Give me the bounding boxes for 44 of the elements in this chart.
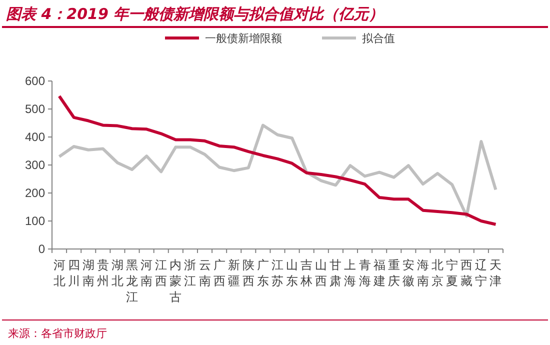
y-tick-label: 500 <box>24 102 46 116</box>
y-tick-label: 0 <box>38 242 46 256</box>
x-tick-label: 吉林 <box>300 258 313 288</box>
y-tick-label: 600 <box>24 74 46 88</box>
x-tick-label: 上海 <box>344 258 356 288</box>
x-tick-label: 山东 <box>286 258 298 288</box>
x-tick-label: 青海 <box>358 258 371 288</box>
x-tick-label: 浙江 <box>184 258 196 288</box>
line-series <box>58 94 498 226</box>
x-tick-label: 西藏 <box>460 258 473 288</box>
x-tick-label: 河北 <box>53 258 66 288</box>
x-tick-label: 云南 <box>198 258 211 288</box>
x-tick-label: 广东 <box>256 258 269 288</box>
x-tick-label: 贵州 <box>96 258 109 288</box>
y-tick-label: 200 <box>24 186 46 200</box>
x-tick-label: 新疆 <box>228 258 240 288</box>
x-tick-label: 海南 <box>416 258 429 288</box>
x-tick-label: 江苏 <box>272 258 284 288</box>
x-tick-label: 天津 <box>490 258 502 288</box>
source-note: 来源：各省市财政厅 <box>8 327 107 340</box>
chart-title: 图表 4：2019 年一般债新增限额与拟合值对比（亿元） <box>6 5 384 23</box>
x-tick-label: 黑龙江 <box>126 258 138 304</box>
x-tick-label: 甘肃 <box>330 258 342 288</box>
y-tick-label: 400 <box>24 130 46 144</box>
x-tick-label: 安徽 <box>402 258 414 288</box>
line-series <box>58 124 498 218</box>
legend-label: 一般债新增限额 <box>205 32 282 45</box>
x-tick-label: 湖北 <box>111 258 124 288</box>
x-tick-label: 湖南 <box>82 258 94 288</box>
x-tick-label: 宁夏 <box>446 258 458 288</box>
x-tick-label: 四川 <box>68 258 80 288</box>
legend-label: 拟合值 <box>362 32 395 45</box>
x-tick-label: 福建 <box>372 258 386 288</box>
x-tick-label: 河南 <box>140 258 153 288</box>
x-tick-label: 江西 <box>155 258 168 288</box>
x-tick-label: 山西 <box>315 258 328 288</box>
y-tick-label: 100 <box>24 214 46 228</box>
x-tick-label: 辽宁 <box>475 258 488 288</box>
x-tick-label: 内蒙古 <box>170 258 182 304</box>
x-tick-label: 北京 <box>432 258 444 288</box>
x-tick-label: 陕西 <box>242 258 254 288</box>
x-tick-label: 广西 <box>213 258 226 288</box>
y-tick-label: 300 <box>24 158 46 172</box>
x-tick-label: 重庆 <box>388 258 400 288</box>
